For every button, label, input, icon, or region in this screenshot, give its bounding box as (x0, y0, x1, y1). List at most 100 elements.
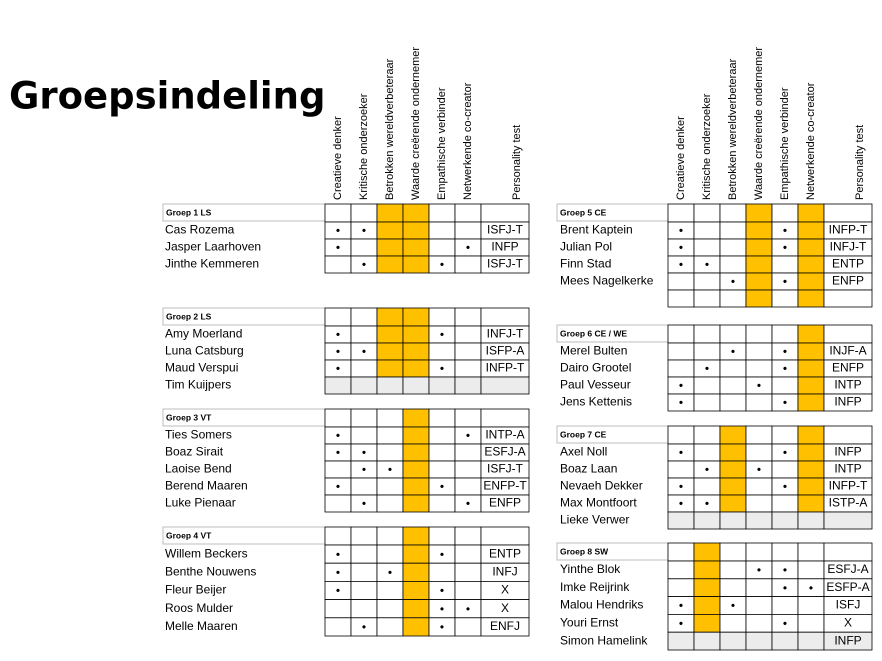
column-header: Kritische onderzoeker (358, 93, 370, 200)
cell (350, 581, 378, 601)
personality-test: ENFP (489, 496, 521, 510)
cell-mark: • (336, 345, 340, 359)
cell (719, 221, 747, 240)
cell (350, 562, 378, 582)
cell (797, 443, 825, 462)
cell (324, 255, 352, 274)
cell (745, 511, 773, 530)
cell (454, 255, 482, 274)
cell (376, 544, 404, 564)
cell (719, 614, 747, 633)
cell-mark: • (362, 224, 366, 238)
cell (480, 494, 530, 513)
personality-test: X (501, 601, 509, 615)
cell-mark: • (679, 497, 683, 511)
cell (797, 511, 825, 530)
cell (745, 203, 773, 223)
cell (402, 494, 430, 513)
cell (324, 376, 352, 395)
cell (693, 614, 721, 633)
personality-test: INFP (834, 395, 861, 409)
cell (667, 460, 695, 479)
cell (376, 376, 404, 395)
personality-test: ISFJ-T (487, 462, 524, 476)
cell (350, 307, 378, 327)
cell (454, 408, 482, 428)
cell (402, 359, 430, 378)
cell (797, 359, 825, 378)
cell (324, 494, 352, 513)
cell-mark: • (336, 446, 340, 460)
cell (402, 617, 430, 637)
personality-test: ISFP-A (486, 344, 525, 358)
cell (823, 425, 873, 445)
cell-mark: • (757, 563, 761, 577)
personality-test: X (844, 615, 852, 629)
cell (454, 443, 482, 462)
personality-test: INFJ (492, 564, 517, 578)
cell (402, 221, 430, 240)
cell (667, 578, 695, 597)
personality-test: INFP (834, 633, 861, 647)
cell (693, 477, 721, 496)
cell (454, 359, 482, 378)
cell (667, 324, 695, 344)
cell (376, 443, 404, 462)
member-name: Berend Maaren (165, 479, 248, 493)
cell (402, 477, 430, 496)
cell (719, 477, 747, 496)
cell (797, 460, 825, 479)
cell-mark: • (336, 328, 340, 342)
cell-mark: • (388, 565, 392, 579)
cell (454, 376, 482, 395)
cell (797, 393, 825, 412)
cell (797, 477, 825, 496)
cell (745, 324, 773, 344)
cell (719, 238, 747, 257)
cell-mark: • (783, 241, 787, 255)
cell-mark: • (440, 547, 444, 561)
cell (428, 426, 456, 445)
cell-mark: • (440, 362, 444, 376)
group-label: Groep 6 CE / WE (560, 328, 627, 338)
cell (324, 599, 352, 619)
cell (428, 494, 456, 513)
cell (454, 307, 482, 327)
cell (376, 238, 404, 257)
cell (667, 511, 695, 530)
cell (797, 631, 825, 651)
group-label: Groep 3 VT (166, 412, 212, 422)
cell (324, 408, 352, 428)
cell (376, 494, 404, 513)
member-name: Mees Nagelkerke (560, 274, 654, 288)
cell (719, 289, 747, 308)
cell (376, 617, 404, 637)
cell-mark: • (757, 463, 761, 477)
member-name: Benthe Nouwens (165, 564, 256, 578)
cell (693, 596, 721, 615)
member-name: Brent Kaptein (560, 223, 633, 237)
cell (823, 511, 873, 530)
cell (376, 359, 404, 378)
cell (771, 324, 799, 344)
column-header: Personality test (854, 125, 866, 200)
cell (771, 376, 799, 395)
personality-test: INFP-T (829, 479, 868, 493)
cell-mark: • (783, 345, 787, 359)
cell (797, 324, 825, 344)
cell (797, 494, 825, 513)
cell (745, 289, 773, 308)
personality-test: INTP-A (485, 428, 524, 442)
cell (667, 425, 695, 445)
cell (693, 542, 721, 562)
member-name: Malou Hendriks (560, 598, 643, 612)
cell (454, 203, 482, 223)
cell (693, 324, 721, 344)
member-name: Axel Noll (560, 445, 607, 459)
member-name: Jasper Laarhoven (165, 240, 261, 254)
cell (376, 203, 404, 223)
personality-test: ENTP (489, 546, 521, 560)
cell (823, 203, 873, 223)
personality-test: ENFP (832, 274, 864, 288)
cell (428, 526, 456, 546)
